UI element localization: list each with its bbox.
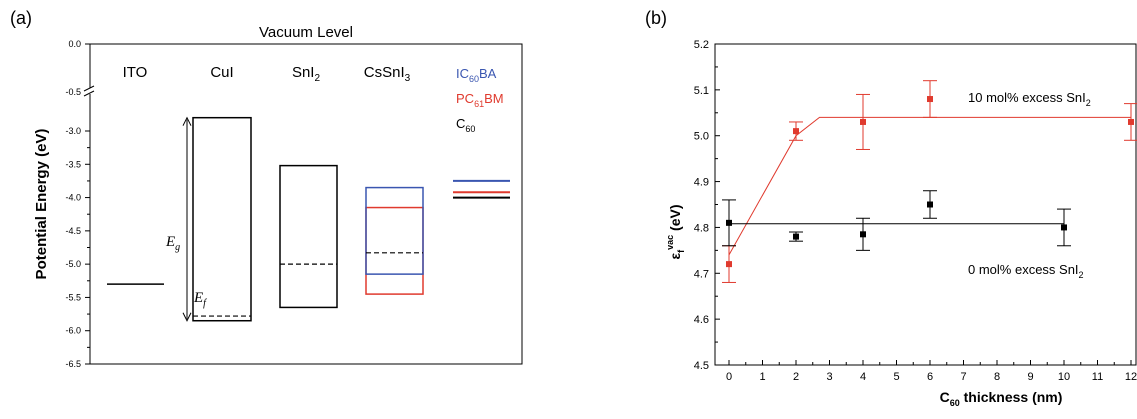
data-point-0mol: [927, 201, 933, 208]
material-label-cui: CuI: [210, 64, 233, 81]
panel-b-ytick-label: 4.5: [694, 360, 709, 372]
panel-b-ytick-label: 5.0: [694, 131, 709, 143]
axis-break-gap: [85, 88, 95, 94]
panel-b-xtick-label: 3: [826, 371, 832, 383]
panel-a-ytick-label: -3.0: [65, 126, 81, 136]
band-gap-arrow-head-down: [182, 312, 192, 322]
fermi-level-label: Ef: [193, 290, 207, 309]
panel-a-ytick-label: -3.5: [65, 159, 81, 169]
data-point-0mol: [1061, 224, 1067, 231]
panel-b-xtick-label: 5: [893, 371, 899, 383]
data-point-10mol: [927, 96, 933, 103]
axis-break-mark-top: [83, 85, 95, 92]
panel-a-letter: (a): [10, 8, 32, 28]
panel-a-ytick-label: -4.0: [65, 193, 81, 203]
material-label-ito: ITO: [123, 64, 148, 81]
panel-b-xtick-label: 12: [1125, 371, 1137, 383]
panel-a-frame: [89, 43, 523, 365]
band-gap-label: Eg: [165, 234, 180, 253]
material-label-sni2: SnI2: [292, 64, 321, 84]
panel-b-xtick-label: 11: [1092, 371, 1103, 383]
scatter-chart: (b) 0 1 2 3 4 5 6 7 8 9 10 11 124.54.64.74.84.95.05.…: [645, 8, 1137, 408]
panel-b-xtick-label: 1: [759, 371, 765, 383]
panel-a-ytick-label: -0.5: [65, 87, 81, 97]
panel-b-xtick-label: 7: [960, 371, 966, 383]
energy-level-diagram: (a) Vacuum Level Potential Energy (eV) 0…: [10, 8, 523, 369]
panel-a-ytick-label: 0.0: [68, 39, 81, 49]
fit-line-10mol: [728, 116, 1131, 256]
panel-b-xtick-label: 6: [927, 371, 933, 383]
panel-b-xtick-label: 10: [1058, 371, 1070, 383]
panel-b-xtick-label: 0: [726, 371, 732, 383]
legend-pc61bm: PC61BM: [456, 91, 504, 109]
data-point-0mol: [860, 231, 866, 238]
panel-a-ytick-label: -6.0: [65, 326, 81, 336]
panel-a-ytick-label: -6.5: [65, 359, 81, 369]
panel-a-ytick-label: -5.5: [65, 292, 81, 302]
data-point-10mol: [1128, 118, 1134, 125]
cssni3-band-box-blue: [365, 186, 424, 275]
data-point-0mol: [726, 219, 732, 226]
cui-band-box: [192, 116, 252, 322]
cssni3-band-box-red: [365, 206, 424, 295]
data-point-10mol: [793, 128, 799, 135]
sni2-band-box: [279, 164, 338, 309]
panel-b-ytick-label: 4.8: [694, 222, 709, 234]
axis-break-mark-bottom: [83, 90, 95, 97]
panel-b-ytick-label: 4.7: [694, 268, 709, 280]
material-label-cssni3: CsSnI3: [364, 64, 411, 84]
panel-b-ytick-label: 4.6: [694, 314, 709, 326]
panel-b-ytick-label: 5.2: [694, 39, 709, 51]
panel-b-xtick-label: 4: [860, 371, 866, 383]
panel-a-ytick-label: -5.0: [65, 259, 81, 269]
data-point-10mol: [726, 261, 732, 268]
panel-a-ylabel: Potential Energy (eV): [33, 129, 50, 280]
panel-b-ytick-label: 5.1: [694, 85, 709, 97]
series-label-10mol: 10 mol% excess SnI2: [968, 90, 1091, 108]
band-gap-arrow-head-up: [182, 116, 192, 126]
panel-b-ylabel: εfvac (eV): [665, 204, 686, 259]
panel-b-xtick-label: 9: [1027, 371, 1033, 383]
panel-b-xtick-label: 8: [994, 371, 1000, 383]
legend-ic60ba: IC60BA: [456, 66, 497, 84]
vacuum-level-label: Vacuum Level: [259, 24, 353, 41]
series-label-0mol: 0 mol% excess SnI2: [968, 262, 1084, 280]
svg-text:εfvac (eV): εfvac (eV): [665, 204, 686, 259]
data-point-10mol: [860, 118, 866, 125]
panel-b-letter: (b): [645, 8, 667, 28]
legend-c60: C60: [456, 116, 475, 134]
panel-b-ytick-label: 4.9: [694, 177, 709, 189]
panel-b-xtick-label: 2: [793, 371, 799, 383]
panel-a-ytick-label: -4.5: [65, 226, 81, 236]
panel-b-xlabel: C60 thickness (nm): [940, 389, 1063, 408]
data-point-0mol: [793, 233, 799, 240]
